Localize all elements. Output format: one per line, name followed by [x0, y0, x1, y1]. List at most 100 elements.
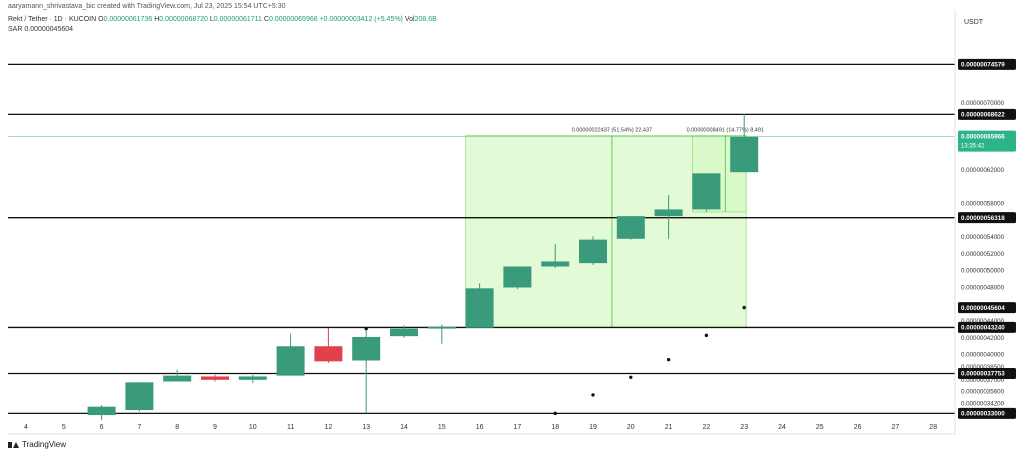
- candle-countdown-label: 13:35:42: [961, 144, 985, 150]
- open-label: O: [98, 16, 104, 23]
- candle-body: [201, 376, 229, 380]
- candle-body: [314, 346, 343, 362]
- symbol-name[interactable]: Rekt / Tether · 1D · KUCOIN: [8, 16, 97, 23]
- date-tick-label: 10: [249, 424, 257, 431]
- price-tick-label: 0.00000034200: [961, 400, 1005, 407]
- date-tick-label: 16: [476, 424, 484, 431]
- sar-dot: [704, 333, 709, 338]
- price-tick-label: 0.00000058000: [961, 201, 1005, 208]
- date-tick-label: 12: [325, 424, 333, 431]
- candle-body: [503, 266, 532, 288]
- current-price-box: [958, 130, 1016, 152]
- candles: [87, 113, 759, 421]
- date-tick-label: 15: [438, 424, 446, 431]
- price-axis: USDT0.000000700000.000000660000.00000062…: [954, 10, 1016, 434]
- sar-dot: [553, 411, 557, 416]
- level-price-label: 0.00000043240: [961, 325, 1005, 332]
- sar-indicator-line[interactable]: SAR 0.00000045604: [8, 26, 73, 33]
- date-tick-label: 11: [287, 424, 294, 431]
- level-price-label: 0.00000074579: [961, 62, 1005, 69]
- date-tick-label: 7: [137, 424, 141, 431]
- candle-body: [352, 337, 381, 361]
- level-price-label: 0.00000037753: [961, 371, 1005, 378]
- level-price-label-box: [958, 407, 1016, 419]
- price-tick-label: 0.00000052000: [961, 251, 1005, 258]
- candle-body: [692, 173, 721, 210]
- currency-label: USDT: [964, 19, 984, 26]
- sar-dot: [591, 393, 595, 397]
- candle-body: [125, 382, 154, 411]
- candle-body: [238, 376, 267, 380]
- change-value: +0.00000003412 (+5.45%): [319, 16, 403, 23]
- sar-price-label: 0.00000045604: [961, 305, 1005, 312]
- sar-dot: [364, 326, 368, 331]
- close-value: 0.00000065966: [268, 16, 318, 23]
- measure-zone-label: 0.00000022437 (51.54%) 22,437: [572, 127, 652, 133]
- date-tick-label: 25: [816, 424, 824, 431]
- date-tick-label: 20: [627, 424, 635, 431]
- level-price-label-box: [958, 58, 1016, 70]
- price-tick-label: 0.00000042000: [961, 335, 1005, 342]
- price-tick-label: 0.00000038500: [961, 364, 1005, 371]
- level-price-label: 0.00000068622: [961, 112, 1005, 119]
- measure-zones: 0.00000022437 (51.54%) 22,437 0.000000084…: [465, 127, 764, 328]
- price-tick-label: 0.00000070000: [961, 100, 1005, 107]
- high-label: H: [154, 16, 160, 23]
- date-tick-label: 17: [514, 424, 522, 431]
- candle-body: [465, 288, 494, 328]
- candle-body: [427, 326, 456, 329]
- price-tick-label: 0.00000050000: [961, 268, 1005, 275]
- symbol-ohlc-line: Rekt / Tether · 1D · KUCOIN O0.000000617…: [8, 16, 437, 23]
- candle-body: [276, 346, 305, 376]
- sar-price-label-box: [958, 302, 1016, 314]
- level-price-label-box: [958, 367, 1016, 379]
- date-tick-label: 21: [665, 424, 673, 431]
- sar-dots: [364, 305, 746, 416]
- open-value: 0.00000061736: [103, 16, 153, 23]
- level-price-label-box: [958, 212, 1016, 224]
- level-price-label: 0.00000033000: [961, 411, 1005, 418]
- date-tick-label: 6: [100, 424, 104, 431]
- date-tick-label: 26: [854, 424, 862, 431]
- close-label: C: [263, 16, 269, 23]
- time-axis: 4 5 6 7 8 9 10 11 12 13 14 15 16 17 18 19 20 21 22 23 24 25 26…: [8, 424, 955, 435]
- date-tick-label: 27: [892, 424, 900, 431]
- date-tick-label: 9: [213, 424, 217, 431]
- date-tick-label: 23: [740, 424, 748, 431]
- level-price-label-box: [958, 108, 1016, 120]
- date-tick-label: 19: [589, 424, 597, 431]
- date-tick-label: 13: [362, 424, 370, 431]
- level-price-label-box: [958, 321, 1016, 333]
- candle-body: [390, 328, 418, 337]
- price-tick-label: 0.00000062000: [961, 167, 1005, 174]
- price-tick-label: 0.00000037000: [961, 377, 1005, 384]
- author-text: aaryamann_shrivastava_bic created with T…: [8, 3, 286, 10]
- measure-zone-label: 0.00000008491 (14.77%) 8,491: [687, 127, 764, 133]
- sar-dot: [629, 375, 633, 379]
- volume-value: 208.6B: [414, 16, 437, 23]
- date-tick-label: 22: [703, 424, 711, 431]
- sar-value: 0.00000045604: [24, 26, 74, 33]
- tradingview-logo-icon: [8, 441, 19, 449]
- tradingview-logo[interactable]: TradingView: [8, 440, 66, 449]
- date-tick-label: 24: [778, 424, 786, 431]
- level-price-label: 0.00000056318: [961, 215, 1005, 222]
- low-label: L: [209, 16, 214, 23]
- sar-label: SAR: [8, 26, 23, 33]
- date-tick-label: 5: [62, 424, 66, 431]
- candle-body: [163, 375, 192, 382]
- low-value: 0.00000061711: [213, 16, 262, 23]
- price-tick-label: 0.00000035600: [961, 389, 1005, 396]
- date-tick-label: 28: [929, 424, 937, 431]
- tradingview-brand: TradingView: [22, 440, 67, 449]
- chart-author-line: aaryamann_shrivastava_bic created with T…: [8, 3, 286, 10]
- date-tick-label: 14: [400, 424, 408, 431]
- candle-body: [579, 239, 607, 264]
- high-value: 0.00000068720: [159, 16, 208, 23]
- candle-body: [87, 406, 116, 416]
- date-tick-label: 4: [24, 424, 28, 431]
- date-tick-label: 8: [175, 424, 179, 431]
- sar-dot: [742, 305, 746, 310]
- date-tick-label: 18: [551, 424, 559, 431]
